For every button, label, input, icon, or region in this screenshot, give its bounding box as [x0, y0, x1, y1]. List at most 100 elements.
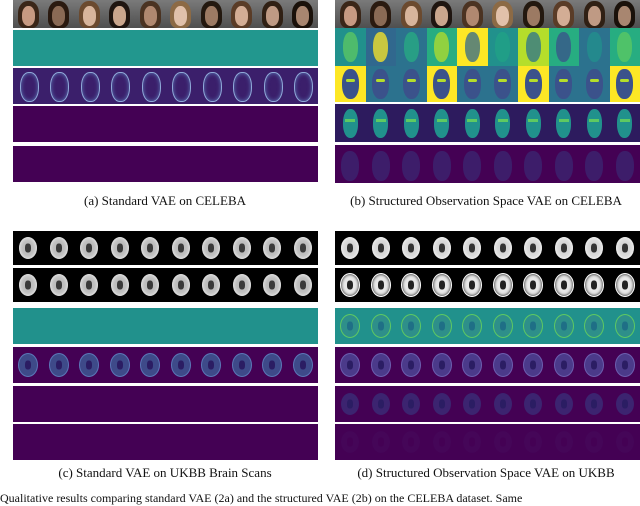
brain-scan: [80, 274, 98, 296]
image-cell: [13, 268, 44, 302]
brain-scan: [494, 354, 512, 376]
image-cell: [74, 68, 105, 104]
image-cell: [366, 104, 397, 142]
brain-scan: [463, 393, 481, 415]
image-cell: [549, 104, 580, 142]
image-cell: [579, 231, 610, 265]
image-cell: [196, 231, 227, 265]
brain-scan: [80, 237, 98, 259]
panel-b-row-faces: [335, 0, 640, 28]
brain-scan: [141, 237, 159, 259]
brain-scan: [341, 237, 359, 259]
image-cell: [105, 0, 136, 28]
brain-scan: [402, 431, 420, 453]
image-cell: [366, 268, 397, 302]
brain-scan: [202, 274, 220, 296]
image-cell: [166, 0, 197, 28]
brain-scan: [402, 274, 420, 296]
brain-scan: [50, 237, 68, 259]
image-cell: [579, 28, 610, 66]
panel-c-row-4: [13, 347, 318, 383]
image-cell: [335, 104, 366, 142]
image-cell: [288, 268, 319, 302]
brain-scan: [555, 354, 573, 376]
image-cell: [44, 347, 75, 383]
brain-scan: [616, 237, 634, 259]
image-cell: [488, 231, 519, 265]
image-cell: [366, 231, 397, 265]
image-cell: [335, 231, 366, 265]
image-cell: [396, 424, 427, 460]
image-cell: [366, 0, 397, 28]
image-cell: [166, 68, 197, 104]
image-cell: [135, 268, 166, 302]
image-cell: [288, 347, 319, 383]
image-cell: [579, 268, 610, 302]
image-cell: [610, 104, 640, 142]
image-cell: [610, 308, 640, 344]
image-cell: [457, 104, 488, 142]
brain-scan: [111, 354, 129, 376]
brain-scan: [585, 354, 603, 376]
panel-a-row-purple-2: [13, 146, 318, 182]
image-cell: [335, 0, 366, 28]
image-cell: [227, 231, 258, 265]
image-cell: [427, 308, 458, 344]
image-cell: [457, 308, 488, 344]
image-cell: [427, 0, 458, 28]
image-cell: [13, 0, 44, 28]
brain-scan: [202, 237, 220, 259]
brain-scan: [294, 274, 312, 296]
brain-scan: [494, 431, 512, 453]
panel-c-row-2: [13, 268, 318, 302]
image-cell: [366, 347, 397, 383]
image-cell: [74, 268, 105, 302]
image-cell: [105, 231, 136, 265]
image-cell: [13, 347, 44, 383]
brain-scan: [341, 431, 359, 453]
image-cell: [427, 66, 458, 102]
image-cell: [427, 28, 458, 66]
panel-a-row-faces: [13, 0, 318, 28]
brain-scan: [616, 315, 634, 337]
image-cell: [13, 68, 44, 104]
brain-scan: [463, 237, 481, 259]
image-cell: [288, 231, 319, 265]
brain-scan: [585, 274, 603, 296]
panel-a-row-teal: [13, 30, 318, 66]
brain-scan: [433, 274, 451, 296]
image-cell: [549, 268, 580, 302]
image-cell: [366, 308, 397, 344]
brain-scan: [616, 393, 634, 415]
brain-scan: [372, 393, 390, 415]
image-cell: [366, 386, 397, 422]
image-cell: [396, 66, 427, 102]
brain-scan: [172, 274, 190, 296]
brain-scan: [50, 274, 68, 296]
brain-scan: [341, 354, 359, 376]
brain-scan: [141, 274, 159, 296]
image-cell: [166, 268, 197, 302]
image-cell: [488, 386, 519, 422]
image-cell: [610, 0, 640, 28]
brain-scan: [433, 237, 451, 259]
image-cell: [396, 28, 427, 66]
image-cell: [396, 347, 427, 383]
brain-scan: [524, 237, 542, 259]
caption-b: (b) Structured Observation Space VAE on …: [326, 193, 640, 209]
image-cell: [518, 386, 549, 422]
image-cell: [518, 308, 549, 344]
image-cell: [488, 28, 519, 66]
image-cell: [457, 28, 488, 66]
image-cell: [457, 66, 488, 102]
image-cell: [396, 268, 427, 302]
caption-c: (c) Standard VAE on UKBB Brain Scans: [5, 465, 325, 481]
panel-d-row-6: [335, 424, 640, 460]
brain-scan: [524, 315, 542, 337]
image-cell: [74, 0, 105, 28]
image-cell: [335, 268, 366, 302]
image-cell: [488, 66, 519, 102]
image-cell: [396, 386, 427, 422]
image-cell: [549, 145, 580, 183]
brain-scan: [402, 315, 420, 337]
